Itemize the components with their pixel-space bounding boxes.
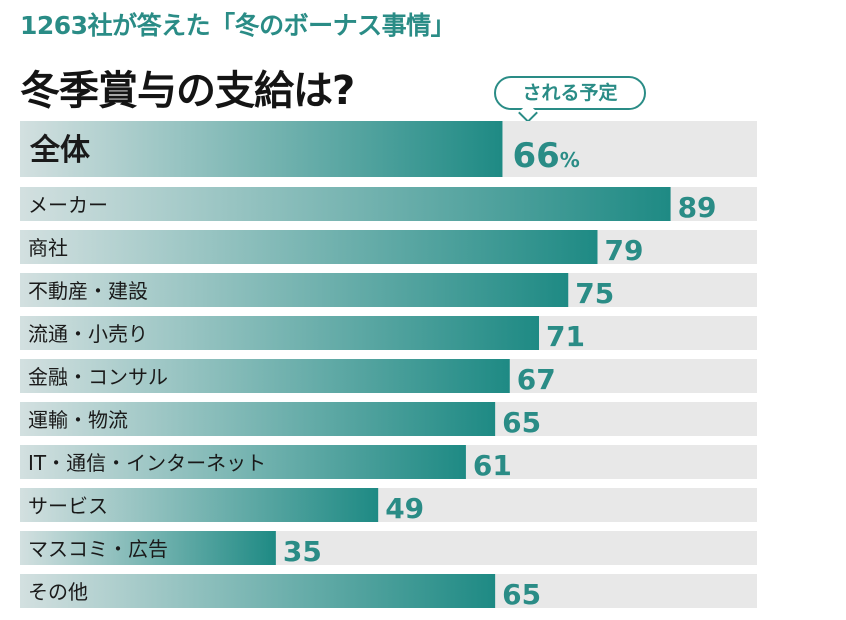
value-label: 79 [604,234,643,267]
bar [20,445,466,479]
bar [20,273,569,307]
bar [20,359,510,393]
chart-title: 冬季賞与の支給は? [20,68,355,114]
bar [20,316,540,350]
category-label: 不動産・建設 [28,279,148,303]
bar [20,187,671,221]
category-label: 金融・コンサル [28,365,168,389]
value-label: 65 [502,406,541,439]
category-label: 運輸・物流 [28,408,128,432]
value-label: 65 [502,578,541,611]
value-label: 89 [678,191,717,224]
category-label: マスコミ・広告 [28,537,168,561]
value-label: 71 [546,320,585,353]
category-label: メーカー [28,193,108,217]
callout-badge: される予定 [494,76,646,110]
category-label: 商社 [28,236,68,260]
chart-subtitle: 1263社が答えた「冬のボーナス事情」 [20,11,456,40]
value-label: 49 [385,492,424,525]
category-label: 流通・小売り [28,322,148,346]
category-label: その他 [28,580,88,604]
value-label: 67 [517,363,556,396]
bar [20,230,598,264]
bar [20,402,496,436]
total-value: 66% [512,136,579,176]
total-unit: % [560,148,580,172]
bar [20,531,276,565]
value-label: 61 [473,449,512,482]
total-label: 全体 [29,133,91,168]
bar [20,574,496,608]
bar [20,488,379,522]
category-label: IT・通信・インターネット [28,451,266,475]
total-bar [20,121,503,177]
category-label: サービス [28,494,108,518]
value-label: 35 [283,535,322,568]
value-label: 75 [575,277,614,310]
